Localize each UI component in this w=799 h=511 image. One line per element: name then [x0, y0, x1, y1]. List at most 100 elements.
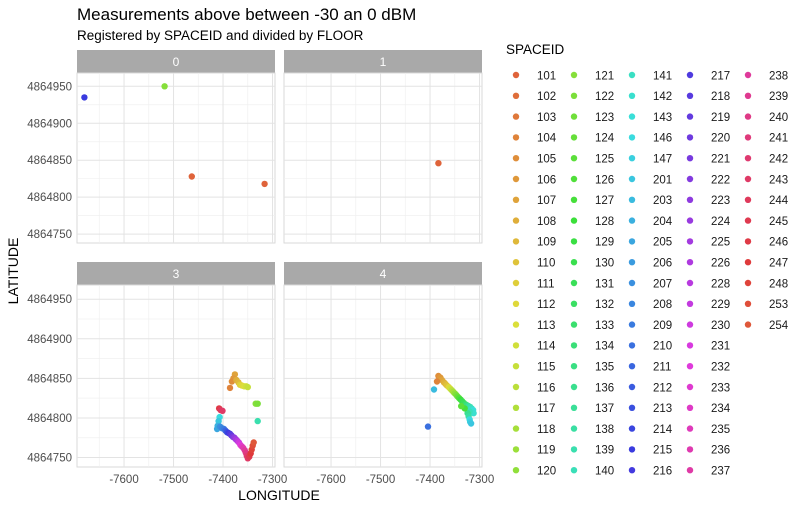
legend-label-123: 123 — [595, 112, 614, 124]
legend-label-247: 247 — [769, 258, 788, 270]
legend-label-142: 142 — [653, 91, 672, 103]
legend-key-208 — [628, 300, 636, 307]
legend-key-122 — [570, 92, 578, 100]
facet-strip-label: 0 — [173, 55, 180, 69]
legend-label-120: 120 — [537, 466, 556, 478]
data-point-125 — [458, 402, 465, 410]
legend-label-223: 223 — [711, 195, 730, 207]
legend-key-141 — [628, 71, 636, 79]
x-tick-label: -7300 — [258, 474, 287, 486]
legend-label-242: 242 — [769, 154, 788, 166]
legend-label-236: 236 — [711, 445, 730, 457]
legend-key-112 — [512, 300, 520, 307]
chart-subtitle: Registered by SPACEID and divided by FLO… — [77, 28, 364, 43]
y-tick-label: 4864950 — [27, 294, 72, 306]
legend-label-139: 139 — [595, 445, 614, 457]
legend-key-209 — [628, 321, 636, 328]
legend-label-110: 110 — [537, 258, 555, 270]
data-point-104 — [433, 378, 441, 385]
legend-label-122: 122 — [595, 91, 614, 103]
legend-label-219: 219 — [711, 112, 730, 124]
legend-label-226: 226 — [711, 258, 730, 270]
facet-strip — [77, 262, 275, 285]
x-tick-label: -7400 — [208, 474, 237, 486]
legend-label-233: 233 — [711, 382, 730, 394]
legend-key-241 — [744, 134, 752, 141]
legend-key-142 — [628, 92, 636, 100]
legend-label-225: 225 — [711, 237, 730, 249]
legend-label-116: 116 — [537, 382, 555, 394]
legend-label-248: 248 — [769, 278, 788, 290]
legend-key-218 — [686, 92, 694, 100]
legend-key-120 — [512, 467, 520, 474]
legend-key-140 — [570, 467, 578, 474]
legend-label-105: 105 — [537, 154, 556, 166]
legend-label-204: 204 — [653, 216, 673, 228]
legend-label-118: 118 — [537, 424, 555, 436]
legend-key-237 — [686, 467, 694, 474]
data-point-139 — [254, 417, 261, 425]
legend-label-234: 234 — [711, 403, 731, 415]
legend-label-121: 121 — [595, 70, 614, 82]
legend-key-212 — [628, 383, 636, 391]
legend-key-121 — [570, 71, 578, 79]
legend-key-107 — [512, 196, 520, 203]
legend-key-106 — [512, 175, 520, 183]
legend-key-228 — [686, 279, 694, 287]
legend-label-111: 111 — [537, 278, 554, 290]
legend-label-213: 213 — [653, 403, 672, 415]
legend-label-241: 241 — [769, 133, 788, 145]
legend-label-113: 113 — [537, 320, 555, 332]
data-point-101 — [188, 173, 195, 180]
facet-strip — [77, 50, 275, 73]
x-axis-title: LONGITUDE — [238, 487, 320, 503]
legend-label-237: 237 — [711, 466, 730, 478]
y-tick-label: 4864800 — [27, 192, 72, 204]
legend-key-231 — [686, 342, 694, 349]
legend-key-204 — [628, 217, 636, 224]
legend-key-245 — [744, 217, 752, 224]
legend-label-232: 232 — [711, 362, 730, 374]
legend-key-214 — [628, 425, 636, 432]
legend-key-233 — [686, 383, 694, 391]
legend-label-243: 243 — [769, 174, 788, 186]
legend-key-105 — [512, 155, 520, 162]
panel-background — [283, 72, 483, 244]
legend-key-133 — [570, 321, 578, 328]
legend-label-230: 230 — [711, 320, 730, 332]
facet-strip-label: 1 — [380, 55, 387, 69]
legend-key-213 — [628, 404, 636, 411]
y-tick-label: 4864900 — [27, 118, 72, 130]
legend-key-230 — [686, 321, 694, 328]
data-point-104 — [226, 384, 234, 392]
legend-key-217 — [686, 71, 694, 79]
x-tick-label: -7300 — [465, 474, 494, 486]
legend-label-210: 210 — [653, 341, 672, 353]
legend-key-126 — [570, 175, 578, 183]
legend-label-211: 211 — [653, 362, 671, 374]
legend-key-147 — [628, 155, 636, 162]
legend-key-101 — [512, 71, 520, 79]
legend-label-217: 217 — [711, 70, 730, 82]
legend-key-201 — [628, 175, 636, 183]
data-point-210 — [424, 423, 432, 430]
legend-key-240 — [744, 113, 752, 120]
legend-key-215 — [628, 446, 636, 453]
legend-key-234 — [686, 404, 694, 411]
legend-label-215: 215 — [653, 445, 672, 457]
legend-label-221: 221 — [711, 154, 730, 166]
legend-label-125: 125 — [595, 154, 614, 166]
legend-label-218: 218 — [711, 91, 730, 103]
legend-key-236 — [686, 446, 694, 453]
legend-label-253: 253 — [769, 299, 788, 311]
legend-key-207 — [628, 279, 636, 287]
legend-label-214: 214 — [653, 424, 673, 436]
legend-key-238 — [744, 71, 752, 79]
legend-key-143 — [628, 113, 636, 120]
y-tick-label: 4864900 — [27, 334, 72, 346]
legend-key-119 — [512, 446, 520, 453]
legend-label-254: 254 — [769, 320, 789, 332]
legend-key-124 — [570, 134, 578, 141]
legend-label-134: 134 — [595, 341, 615, 353]
legend-key-211 — [628, 363, 636, 370]
